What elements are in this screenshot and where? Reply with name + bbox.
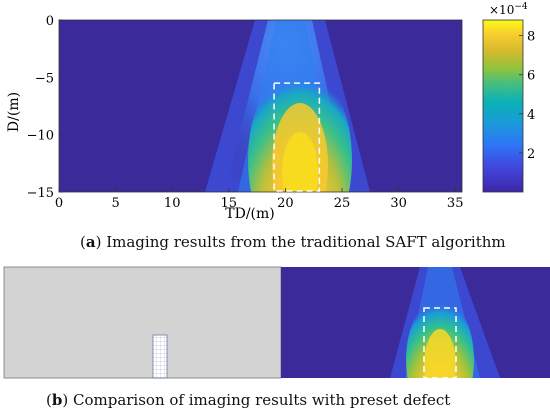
x-tick-label: 20 [277, 196, 294, 211]
defect-outline-box-crop [423, 307, 457, 379]
y-tick-label: −15 [27, 186, 54, 201]
y-tick-label: 0 [46, 14, 54, 29]
preset-model-panel [3, 266, 282, 379]
colorbar-tick-label: 2 [527, 147, 535, 162]
x-tick-label: 10 [164, 196, 181, 211]
x-axis-ticks: 0 5 10 15 20 25 30 35 [55, 188, 464, 211]
y-tick-label: −10 [27, 129, 54, 144]
x-tick-label: 15 [221, 196, 238, 211]
x-tick-label: 5 [111, 196, 119, 211]
x-tick-label: 0 [55, 196, 63, 211]
colorbar-tick-label: 6 [527, 69, 535, 84]
colorbar-tick-label: 8 [527, 30, 535, 45]
colorbar [482, 19, 524, 193]
caption-a: (a) Imaging results from the traditional… [80, 233, 506, 251]
y-axis-ticks: 0 −5 −10 −15 [27, 14, 63, 201]
y-axis-label: D/(m) [6, 92, 22, 132]
colorbar-exponent: ×10−4 [489, 2, 528, 17]
preset-defect-block [152, 334, 168, 379]
y-tick-label: −5 [35, 71, 54, 86]
heatmap-field [205, 20, 370, 192]
x-tick-label: 30 [390, 196, 407, 211]
panel-b-comparison [3, 266, 550, 379]
x-tick-label: 25 [334, 196, 351, 211]
defect-outline-box [273, 82, 321, 192]
colorbar-ticks: 2 4 6 8 [519, 30, 535, 162]
x-tick-label: 35 [447, 196, 464, 211]
plot-frame [58, 19, 463, 193]
colorbar-tick-label: 4 [527, 108, 535, 123]
caption-b: (b) Comparison of imaging results with p… [46, 391, 451, 409]
panel-a-chart: 0 5 10 15 20 25 30 35 0 −5 −10 −15 TD/(m) D/(m) 2 4… [6, 2, 535, 222]
plot-edge-strip [462, 20, 470, 192]
x-axis-label: TD/(m) [225, 206, 274, 222]
